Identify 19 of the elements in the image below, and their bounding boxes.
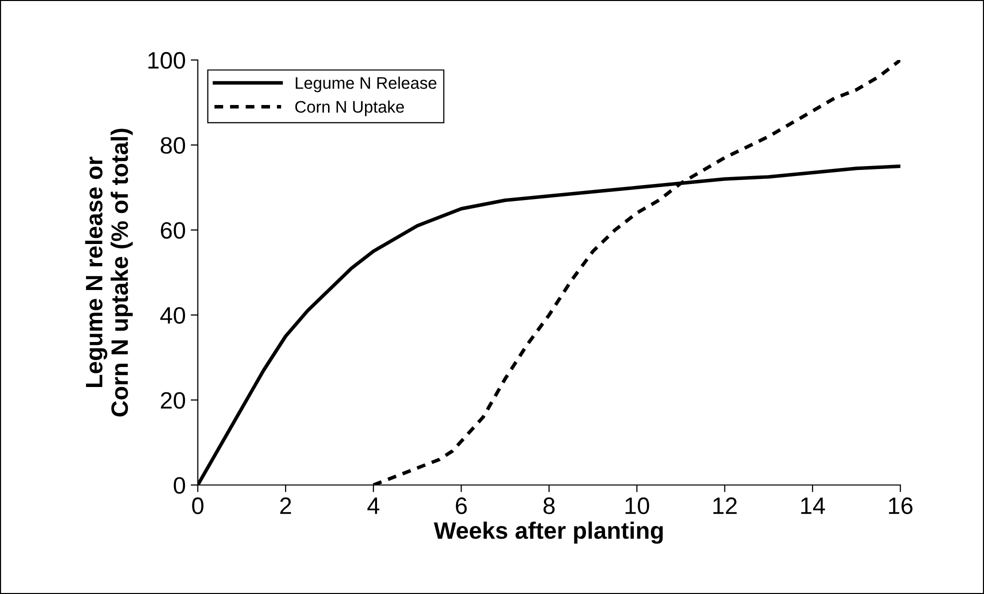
x-tick-label: 14 [801,498,825,514]
x-tick-label: 8 [544,497,555,514]
x-tick-label: 12 [713,497,737,514]
y-tick-label: 0 [174,477,186,494]
x-tick-label: 16 [889,497,912,514]
y-tick-label: 100 [148,52,186,69]
legend-label: Legume N Release [296,76,436,92]
x-tick-label: 2 [280,497,291,514]
y-tick-label: 80 [160,137,186,154]
x-tick-label: 10 [626,497,650,514]
y-axis-title: Legume N release or Corn N uptake (% of total) [85,128,133,416]
y-tick-label: 60 [160,222,186,239]
y-tick-label: 20 [160,392,186,409]
x-axis-title: Weeks after planting [434,522,663,544]
x-tick-label: 0 [192,497,204,514]
x-tick-label: 6 [456,497,467,514]
legend-label: Corn N Uptake [295,100,404,116]
x-tick-label: 4 [367,498,380,514]
y-tick-label: 40 [160,307,186,324]
